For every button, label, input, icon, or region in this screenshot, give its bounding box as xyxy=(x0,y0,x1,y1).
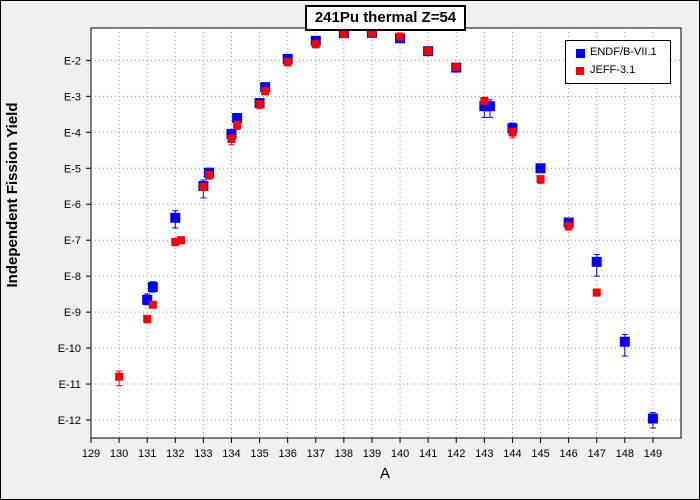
series-jeff xyxy=(115,29,601,387)
x-tick-label: 143 xyxy=(475,448,493,460)
plot-area xyxy=(90,27,682,439)
legend-item-endf: ENDF/B-VII.1 xyxy=(566,45,670,61)
y-tick-label: E-10 xyxy=(58,343,81,355)
x-tick-label: 136 xyxy=(278,448,296,460)
data-point xyxy=(143,314,152,323)
y-axis-label: Independent Fission Yield xyxy=(4,102,21,288)
y-tick-label: E-3 xyxy=(64,91,81,103)
data-point xyxy=(484,101,495,112)
data-point xyxy=(226,128,237,139)
y-tick-label: E-12 xyxy=(58,415,81,427)
x-tick-label: 137 xyxy=(307,448,325,460)
data-point xyxy=(255,100,264,109)
data-point xyxy=(367,29,376,38)
data-point xyxy=(205,170,213,179)
data-point xyxy=(233,120,242,129)
y-tick-label: E-7 xyxy=(64,235,81,247)
data-point xyxy=(148,300,157,309)
data-point xyxy=(115,372,124,381)
x-tick-label: 142 xyxy=(447,448,465,460)
x-tick-label: 148 xyxy=(616,448,634,460)
x-tick-label: 139 xyxy=(363,448,381,460)
data-point xyxy=(424,47,433,56)
x-tick-label: 138 xyxy=(335,448,353,460)
y-tick-label: E-4 xyxy=(64,127,81,139)
data-point xyxy=(452,63,461,72)
x-tick-label: 135 xyxy=(250,448,268,460)
data-point xyxy=(199,183,208,192)
legend: ENDF/B-VII.1 JEFF-3.1 xyxy=(565,40,671,84)
data-point xyxy=(564,221,573,230)
y-tick-label: E-9 xyxy=(64,307,81,319)
x-tick-label: 134 xyxy=(222,448,240,460)
data-point xyxy=(480,96,489,105)
data-point xyxy=(339,29,348,38)
x-tick-label: 140 xyxy=(391,448,409,460)
data-point xyxy=(396,32,405,41)
y-tick-label: E-5 xyxy=(64,163,81,175)
data-point xyxy=(647,413,658,424)
data-point xyxy=(536,175,545,184)
x-axis: 129 130 131 132 133 134 135 136 137 138 139 140 141 1… xyxy=(82,438,662,460)
legend-swatch-jeff xyxy=(576,67,584,75)
data-point xyxy=(176,236,185,245)
y-tick-label: E-11 xyxy=(59,379,81,391)
x-tick-label: 132 xyxy=(166,448,184,460)
data-point xyxy=(283,58,292,67)
x-tick-label: 131 xyxy=(138,448,156,460)
legend-swatch-endf xyxy=(576,49,585,58)
data-point xyxy=(311,40,320,49)
y-axis: E-2 E-3 E-4 E-5 E-6 E-7 E-8 E-9 E-10 E-11 E-12 xyxy=(58,55,91,427)
data-point xyxy=(142,294,153,305)
x-tick-label: 129 xyxy=(82,448,100,460)
y-tick-label: E-8 xyxy=(64,271,81,283)
x-tick-label: 147 xyxy=(588,448,606,460)
data-point xyxy=(592,288,601,297)
series-layer xyxy=(115,27,658,429)
y-tick-label: E-2 xyxy=(64,55,81,67)
data-point xyxy=(227,135,236,144)
data-point xyxy=(619,336,630,347)
x-tick-label: 141 xyxy=(419,448,437,460)
data-point xyxy=(591,256,602,267)
x-tick-label: 130 xyxy=(110,448,128,460)
x-tick-label: 133 xyxy=(194,448,212,460)
legend-label-jeff: JEFF-3.1 xyxy=(590,64,636,76)
grid xyxy=(91,28,681,438)
data-point xyxy=(170,212,181,223)
x-tick-label: 144 xyxy=(503,448,521,460)
x-tick-label: 146 xyxy=(559,448,577,460)
y-tick-label: E-6 xyxy=(64,199,81,211)
x-axis-label: A xyxy=(379,465,390,482)
data-point xyxy=(508,128,517,137)
legend-label-endf: ENDF/B-VII.1 xyxy=(590,46,657,58)
data-point xyxy=(147,281,158,292)
chart-title: 241Pu thermal Z=54 xyxy=(305,5,466,31)
legend-item-jeff: JEFF-3.1 xyxy=(566,63,670,79)
data-point xyxy=(479,101,490,112)
data-point xyxy=(171,237,180,246)
data-point xyxy=(261,87,270,96)
data-point xyxy=(535,163,546,174)
x-tick-label: 149 xyxy=(644,448,662,460)
x-tick-label: 145 xyxy=(531,448,549,460)
data-point xyxy=(232,112,243,123)
